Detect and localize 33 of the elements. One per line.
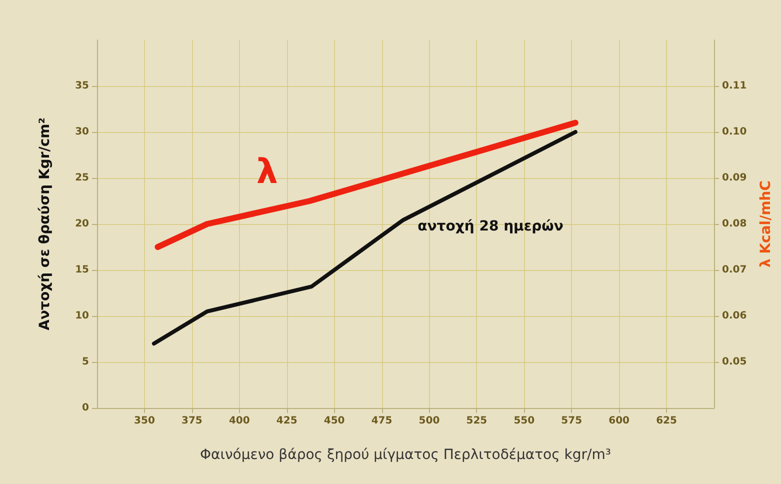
- x-tick-label: 600: [608, 416, 630, 426]
- x-tick-label: 525: [466, 416, 488, 426]
- y-tick-label: 25: [75, 172, 90, 184]
- y2-tick-label: 0.09: [722, 172, 747, 184]
- y-tick-label: 35: [75, 80, 90, 92]
- y-tick-label: 15: [75, 264, 90, 276]
- x-tick-label: 575: [561, 416, 582, 426]
- x-tick-label: 450: [324, 416, 345, 426]
- y-tick-label: 0: [82, 402, 90, 414]
- y-axis-title: Αντοχή σε θραύση Kgr/cm²: [37, 118, 53, 330]
- y2-axis-title: λ Kcal/mhC: [758, 180, 774, 268]
- x-tick-label: 400: [228, 416, 250, 426]
- x-tick-label: 350: [134, 416, 155, 426]
- y-tick-label: 5: [82, 356, 90, 368]
- y-tick-label: 10: [75, 310, 90, 322]
- y2-tick-label: 0.05: [722, 356, 747, 368]
- x-tick-label: 500: [418, 416, 440, 426]
- y-tick-label: 20: [75, 218, 90, 230]
- x-tick-label: 475: [371, 416, 392, 426]
- line-series: [152, 130, 578, 346]
- x-tick-label: 375: [181, 416, 202, 426]
- y2-tick-label: 0.10: [722, 126, 747, 138]
- x-axis-title: Φαινόμενο βάρος ξηρού μίγματος Περλιτοδέματος kgr/m³: [200, 447, 612, 463]
- y2-tick-label: 0.08: [722, 218, 747, 230]
- y2-tick-label: 0.11: [722, 80, 747, 92]
- series-label: λ: [256, 152, 278, 192]
- y2-tick-label: 0.06: [722, 310, 747, 322]
- y2-tick-label: 0.07: [722, 264, 747, 276]
- x-tick-label: 550: [514, 416, 535, 426]
- x-tick-label: 625: [656, 416, 678, 426]
- series-label: αντοχή 28 ημερών: [418, 218, 564, 234]
- y-tick-label: 30: [75, 126, 90, 138]
- x-tick-label: 425: [276, 416, 298, 426]
